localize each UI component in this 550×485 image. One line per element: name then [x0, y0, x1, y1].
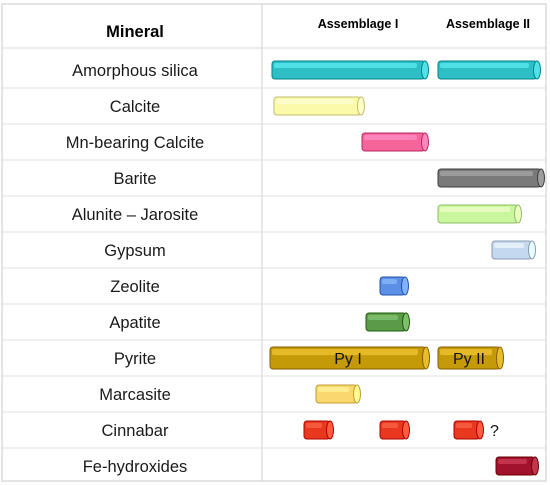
- bar-highlight: [364, 135, 417, 141]
- mineral-label: Fe-hydroxides: [83, 458, 188, 476]
- bar-highlight: [440, 171, 533, 177]
- bar-highlight: [274, 63, 417, 69]
- uncertainty-note: ?: [490, 423, 499, 440]
- mineral-label: Pyrite: [114, 350, 156, 368]
- mineral-label: Mn-bearing Calcite: [66, 134, 204, 152]
- bar-highlight: [318, 387, 349, 393]
- mineral-bar: [271, 60, 429, 80]
- mineral-label: Calcite: [110, 98, 160, 116]
- mineral-bar: [495, 456, 539, 476]
- bar-cap: [402, 420, 410, 440]
- mineral-label: Zeolite: [110, 278, 160, 296]
- mineral-bar: [437, 204, 522, 224]
- table-border: [1, 3, 547, 482]
- bar-cap: [421, 60, 429, 80]
- mineral-labels: Amorphous silica Calcite Mn-bearing Calcit…: [66, 62, 204, 476]
- bar-highlight: [276, 99, 353, 105]
- row-dividers: [2, 47, 546, 449]
- bar-highlight: [440, 207, 510, 213]
- mineral-label: Barite: [113, 170, 156, 188]
- bar-highlight: [440, 349, 492, 356]
- bar-highlight: [368, 315, 398, 321]
- assemblage-1-header: Assemblage I: [318, 17, 399, 31]
- mineral-bar: [315, 384, 361, 404]
- bar-cap: [353, 384, 361, 404]
- mineral-bar: [453, 420, 484, 440]
- bar-cap: [421, 132, 429, 152]
- mineral-label: Alunite – Jarosite: [72, 206, 199, 224]
- bar-highlight: [498, 459, 527, 465]
- mineral-label: Amorphous silica: [72, 62, 198, 80]
- mineral-bar: [303, 420, 334, 440]
- bar-highlight: [306, 423, 322, 429]
- mineral-bar: [437, 60, 541, 80]
- bar-highlight: [456, 423, 472, 429]
- bar-cap: [537, 168, 545, 188]
- mineral-label: Marcasite: [99, 386, 171, 404]
- bar-cap: [533, 60, 541, 80]
- bar-cap: [326, 420, 334, 440]
- bar-highlight: [382, 423, 398, 429]
- bar-cap: [531, 456, 539, 476]
- mineral-bar: [361, 132, 429, 152]
- bar-highlight: [440, 63, 529, 69]
- mineral-label: Apatite: [109, 314, 160, 332]
- bar-cap: [401, 276, 409, 296]
- bar-label: Py I: [334, 351, 362, 368]
- bar-cap: [514, 204, 522, 224]
- mineral-column-header: Mineral: [106, 23, 164, 41]
- bar-cap: [357, 96, 365, 116]
- mineral-bars: Py I Py II?: [269, 60, 545, 476]
- bar-highlight: [382, 279, 397, 285]
- bar-cap: [476, 420, 484, 440]
- bar-cap: [528, 240, 536, 260]
- bar-highlight: [494, 243, 524, 249]
- bar-highlight: [272, 349, 418, 356]
- mineral-bar: [491, 240, 536, 260]
- mineral-bar: [379, 420, 410, 440]
- mineral-bar: Py I: [269, 346, 430, 370]
- bar-label: Py II: [453, 351, 485, 368]
- bar-cap: [496, 346, 504, 370]
- mineral-bar: [437, 168, 545, 188]
- mineral-bar: Py II: [437, 346, 504, 370]
- mineral-label: Cinnabar: [102, 422, 169, 440]
- mineral-bar: [365, 312, 410, 332]
- mineral-bar: [379, 276, 409, 296]
- assemblage-2-header: Assemblage II: [446, 17, 530, 31]
- bar-cap: [402, 312, 410, 332]
- mineral-bar: [273, 96, 365, 116]
- mineral-label: Gypsum: [104, 242, 165, 260]
- bar-cap: [422, 346, 430, 370]
